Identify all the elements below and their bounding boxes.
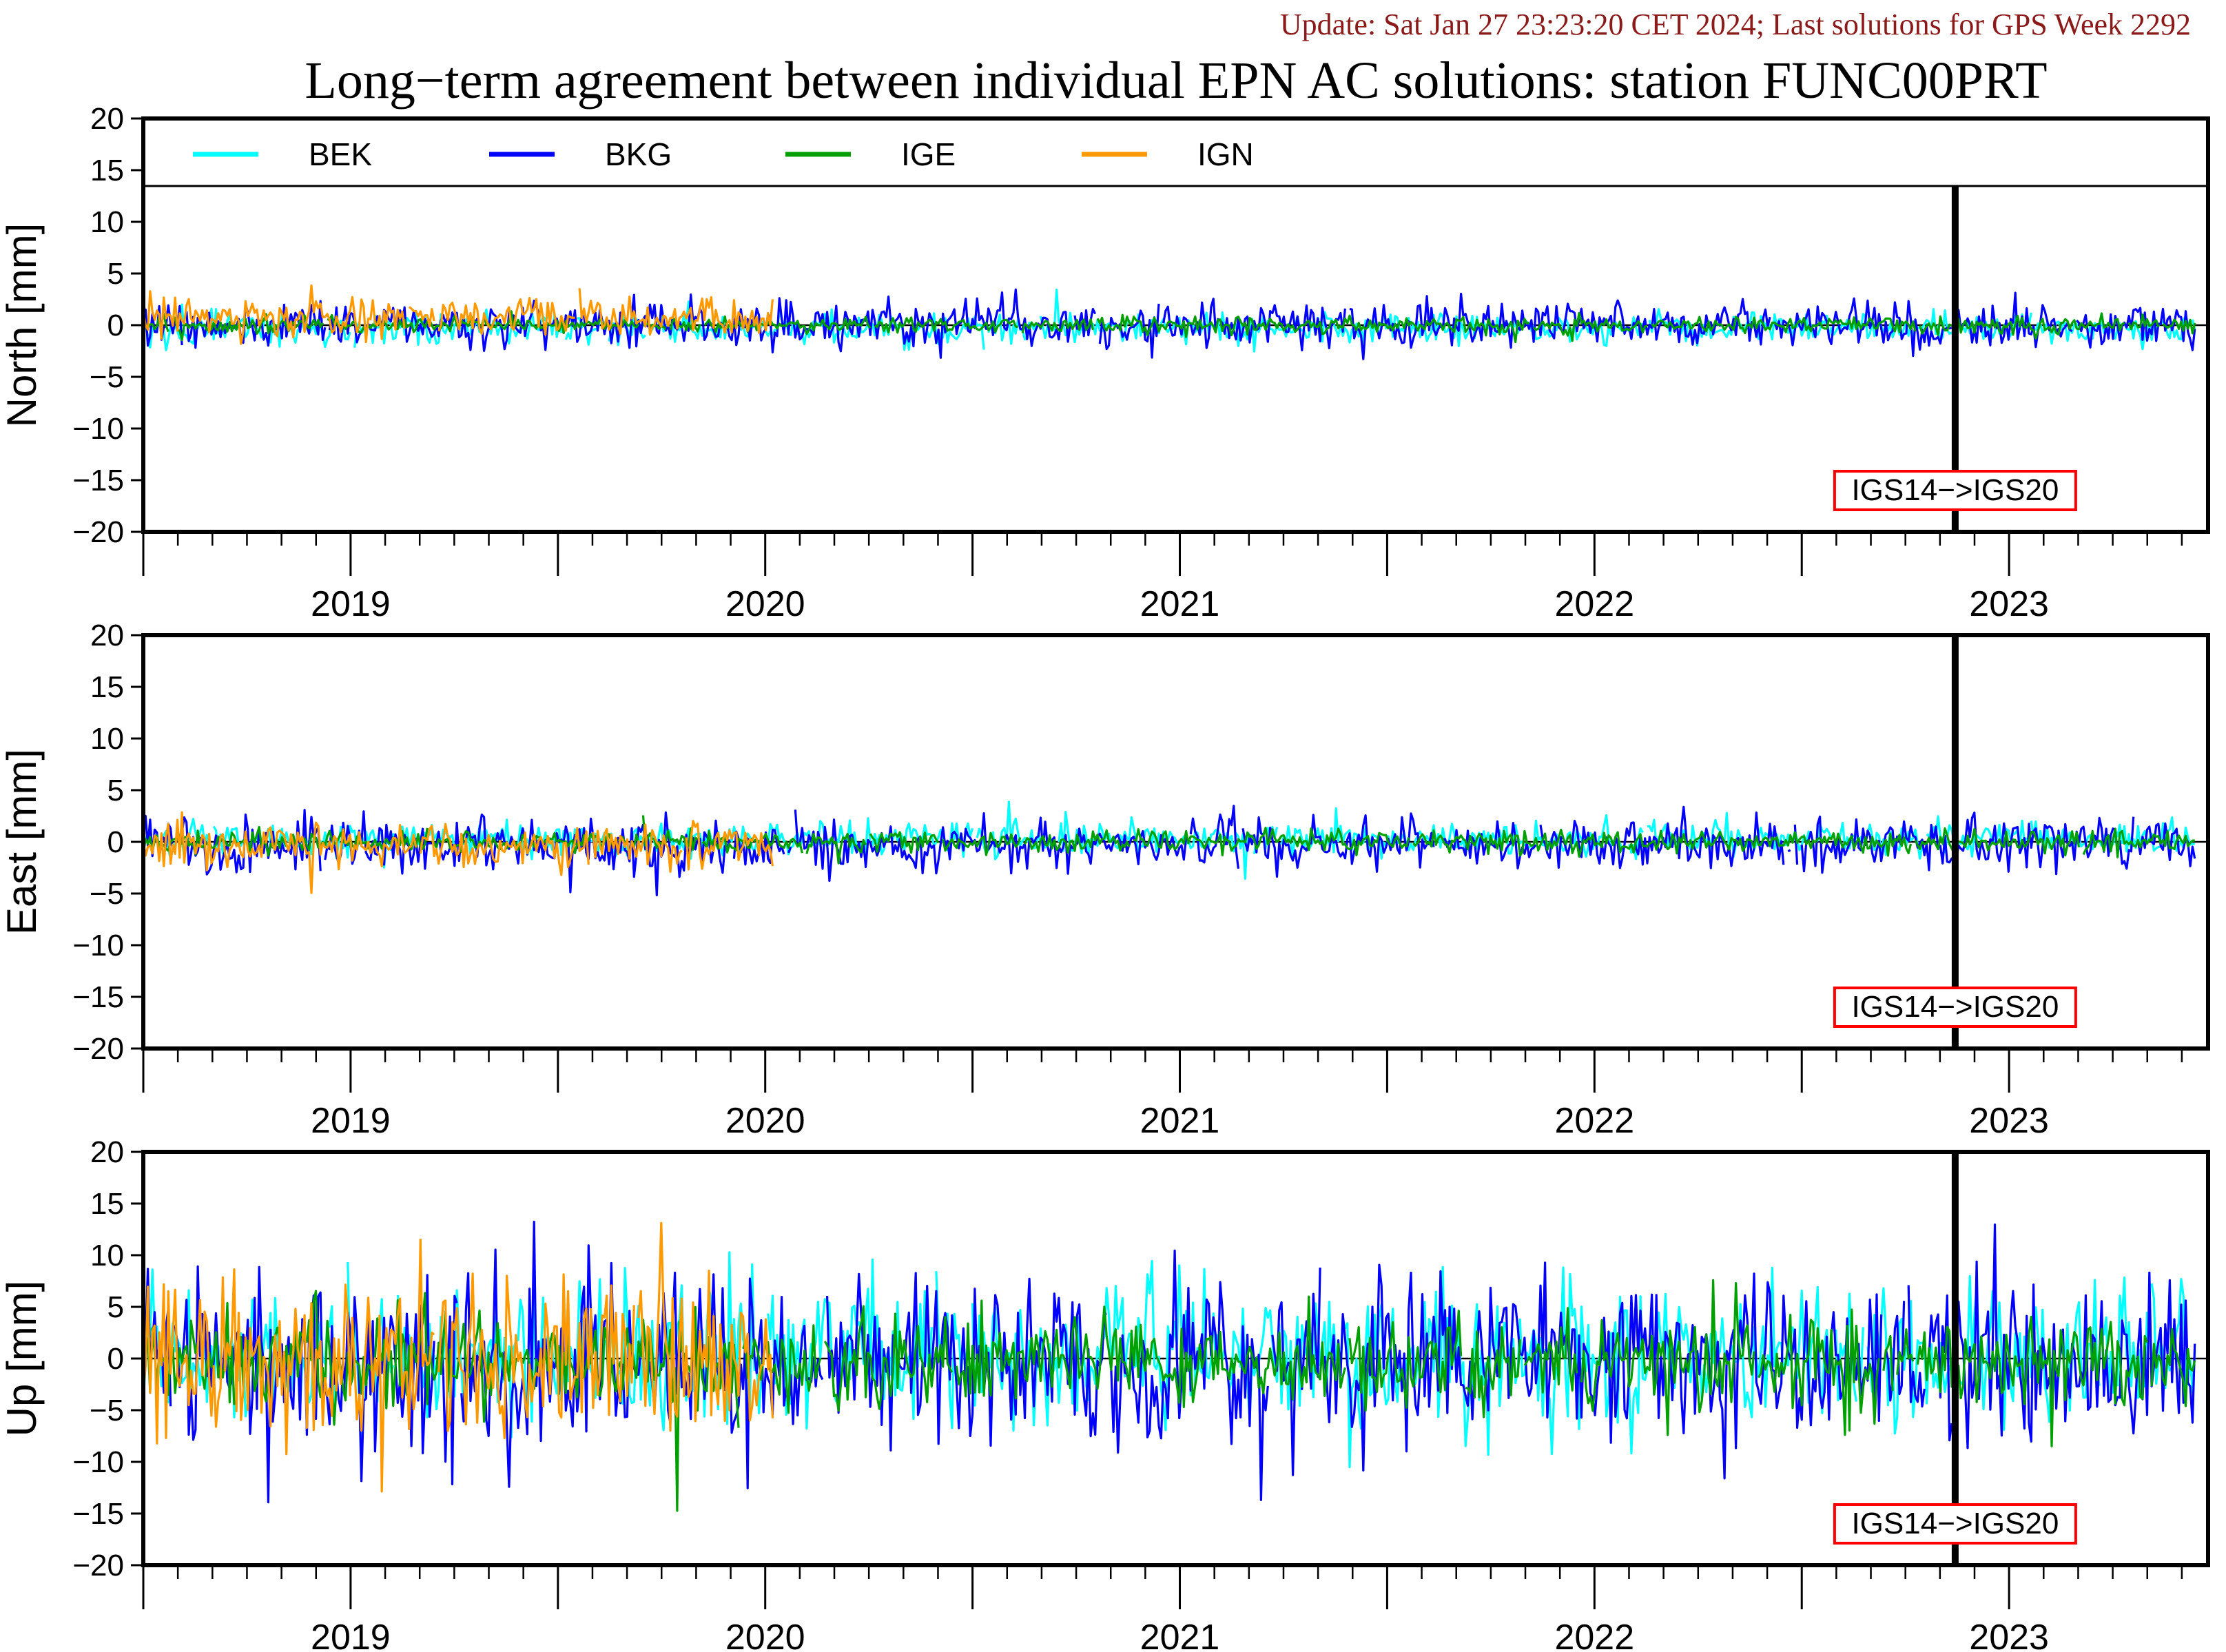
y-axis-title: Up [mm] [0,1281,45,1437]
y-tick-label: −15 [72,1497,124,1531]
y-tick-label: 20 [90,619,124,652]
legend-label-bek: BEK [309,136,372,172]
y-tick-label: −5 [90,360,124,394]
frame-change-box [1833,1503,2077,1545]
year-label: 2023 [1969,1101,2049,1141]
y-tick-label: 10 [90,205,124,239]
series-ign-line [142,1221,774,1493]
frame-change-label: IGS14−>IGS20 [1851,473,2059,507]
legend-label-ign: IGN [1197,136,1254,172]
y-tick-label: −10 [72,1445,124,1479]
year-label: 2022 [1554,1101,1634,1141]
y-tick-label: 0 [107,825,124,859]
y-tick-label: 15 [90,154,124,187]
y-tick-label: 5 [107,1290,124,1324]
y-tick-label: −5 [90,877,124,911]
y-axis-title: East [mm] [0,749,45,935]
y-tick-label: −15 [72,464,124,497]
year-label: 2021 [1140,584,1220,624]
year-label: 2022 [1554,1618,1634,1652]
y-tick-label: 0 [107,1342,124,1376]
y-tick-label: 0 [107,309,124,342]
panel-up: 20 15 10 5 0 −5 −10 −15 −20 Up [mm] IGS14−>IGS20 20… [0,1135,2210,1652]
year-label: 2020 [725,1101,805,1141]
plot-frame [141,116,2210,534]
year-label: 2019 [311,1101,391,1141]
y-tick-label: 20 [90,102,124,136]
series-ign-line [142,284,774,345]
y-tick-label: −10 [72,929,124,962]
update-timestamp: Update: Sat Jan 27 23:23:20 CET 2024; La… [1280,8,2191,41]
legend-label-bkg: BKG [605,136,672,172]
frame-change-label: IGS14−>IGS20 [1851,990,2059,1024]
frame-change-box [1833,470,2077,511]
year-label: 2021 [1140,1618,1220,1652]
y-axis-title: North [mm] [0,223,45,428]
plot-frame [141,1150,2210,1567]
y-tick-label: −20 [72,1032,124,1066]
year-label: 2019 [311,1618,391,1652]
series-ign-line [142,811,774,894]
panel-east: 20 15 10 5 0 −5 −10 −15 −20 East [mm] IGS14−>IGS20… [0,619,2210,1141]
panel-north: 20 15 10 5 0 −5 −10 −15 −20 North [mm] IGS14−>IGS2… [0,102,2210,624]
year-label: 2019 [311,584,391,624]
year-label: 2020 [725,1618,805,1652]
y-tick-label: −15 [72,980,124,1014]
y-tick-label: 10 [90,722,124,756]
y-tick-label: −10 [72,412,124,446]
frame-change-label: IGS14−>IGS20 [1851,1507,2059,1540]
y-tick-label: 15 [90,1187,124,1221]
y-tick-label: 10 [90,1239,124,1272]
y-tick-label: −20 [72,1549,124,1582]
legend-label-ige: IGE [901,136,956,172]
year-label: 2021 [1140,1101,1220,1141]
chart-title: Long−term agreement between individual E… [305,52,2047,110]
year-label: 2023 [1969,1618,2049,1652]
y-tick-label: 15 [90,670,124,704]
y-tick-label: 5 [107,257,124,291]
y-tick-label: −20 [72,515,124,549]
y-tick-label: −5 [90,1394,124,1427]
year-label: 2022 [1554,584,1634,624]
year-label: 2020 [725,584,805,624]
y-tick-label: 20 [90,1135,124,1169]
frame-change-box [1833,987,2077,1028]
plot-frame [141,633,2210,1051]
year-label: 2023 [1969,584,2049,624]
y-tick-label: 5 [107,774,124,807]
